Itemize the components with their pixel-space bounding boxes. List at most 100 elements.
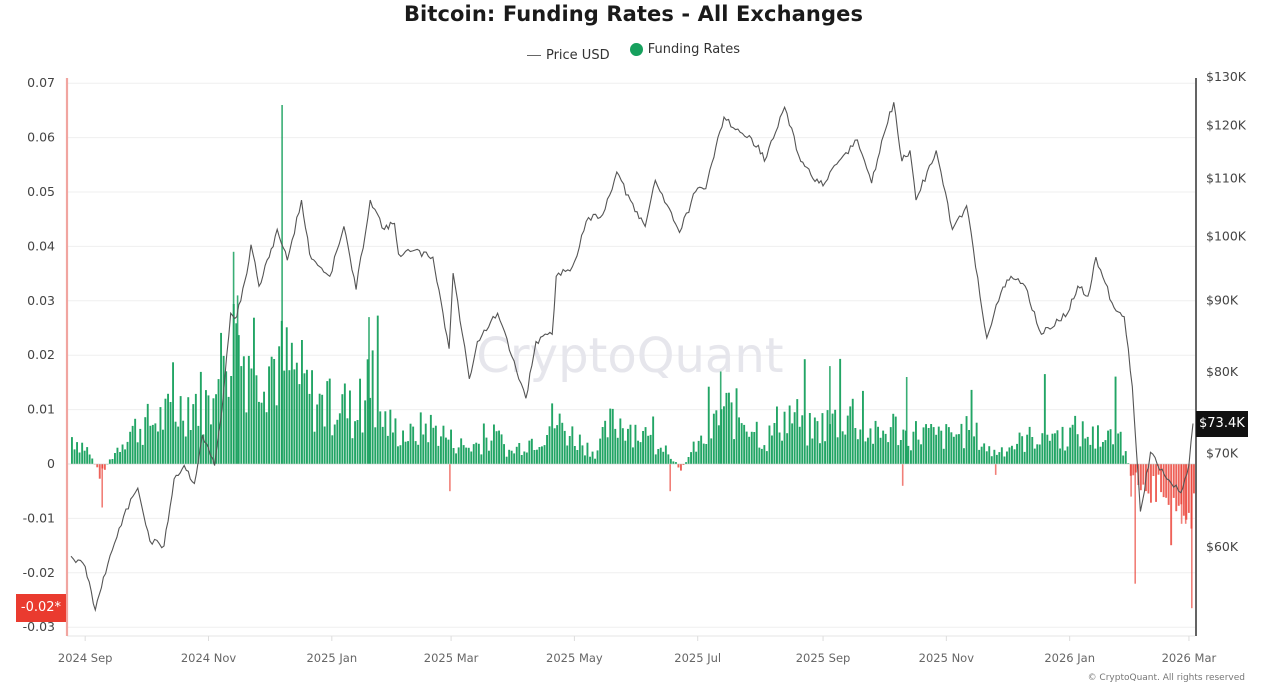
funding-bar <box>1074 415 1077 464</box>
funding-bar <box>1102 442 1104 464</box>
funding-bar <box>1099 446 1102 464</box>
funding-bar <box>571 426 574 464</box>
funding-bar <box>596 450 599 464</box>
funding-bar <box>1172 464 1175 498</box>
funding-bar <box>1160 464 1162 493</box>
x-axis-tick: 2024 Sep <box>58 651 113 665</box>
funding-bar <box>528 440 531 464</box>
funding-bar <box>548 426 551 464</box>
left-axis-tick: 0.05 <box>27 184 55 199</box>
x-axis-tick: 2025 May <box>546 651 603 665</box>
funding-bar <box>710 438 713 464</box>
funding-bar <box>225 371 228 464</box>
funding-bar <box>1177 464 1180 506</box>
funding-bar <box>1112 444 1114 464</box>
funding-bar <box>78 452 81 464</box>
right-axis-tick: $80K <box>1206 364 1239 379</box>
funding-bar <box>654 454 657 464</box>
funding-bar <box>1031 437 1034 464</box>
funding-bar <box>250 368 253 464</box>
funding-bar <box>485 437 488 464</box>
funding-bar <box>124 449 126 464</box>
funding-bar <box>1117 433 1120 464</box>
funding-bar <box>270 356 273 464</box>
funding-bar <box>831 413 834 464</box>
funding-bar <box>879 437 882 464</box>
funding-bar <box>563 430 566 464</box>
funding-bar <box>745 431 748 464</box>
current-funding-badge: -0.02* <box>16 594 66 622</box>
funding-bar <box>937 426 940 464</box>
funding-bar <box>1152 464 1155 476</box>
funding-bar <box>1086 436 1089 464</box>
funding-bar <box>407 441 409 464</box>
funding-bar <box>1013 449 1016 464</box>
funding-bar <box>1008 447 1011 464</box>
funding-bar <box>1127 463 1130 464</box>
funding-bar <box>1104 440 1107 464</box>
funding-bar <box>768 425 771 464</box>
funding-bar <box>717 425 720 464</box>
line-swatch-icon <box>526 54 541 56</box>
funding-bar <box>392 432 394 464</box>
right-axis-tick: $120K <box>1206 118 1247 133</box>
funding-bar <box>222 355 225 464</box>
funding-bar <box>389 409 392 464</box>
funding-bar <box>308 393 311 464</box>
left-axis-tick: 0.02 <box>27 347 55 362</box>
funding-bar <box>1064 450 1066 464</box>
copyright-notice: © CryptoQuant. All rights reserved <box>1087 673 1245 683</box>
funding-bar <box>260 402 263 464</box>
x-axis-tick: 2024 Nov <box>181 651 237 665</box>
funding-bar <box>498 430 500 464</box>
funding-bar <box>669 458 672 464</box>
funding-bar <box>922 427 925 464</box>
funding-bar <box>429 414 432 464</box>
left-axis-tick: -0.03 <box>23 619 55 634</box>
funding-bar <box>212 398 215 464</box>
funding-bar <box>1142 464 1145 485</box>
left-axis-tick: 0.04 <box>27 238 55 253</box>
funding-bar <box>417 444 420 464</box>
funding-bar <box>215 394 217 464</box>
funding-bar <box>285 327 288 464</box>
funding-bar <box>958 434 960 464</box>
funding-bar <box>695 451 698 464</box>
funding-bar <box>627 428 629 464</box>
funding-bar <box>862 390 864 464</box>
funding-bar <box>536 449 538 464</box>
funding-bar <box>682 464 685 465</box>
funding-bar <box>351 438 354 464</box>
legend-item-funding[interactable]: Funding Rates <box>629 42 740 57</box>
funding-bar <box>169 402 172 464</box>
funding-bar <box>386 435 389 464</box>
funding-bar <box>750 431 753 464</box>
funding-bar <box>950 432 953 464</box>
funding-bar <box>530 438 533 464</box>
funding-bar <box>578 434 581 464</box>
funding-bar <box>505 456 508 464</box>
funding-bar <box>1182 464 1185 516</box>
funding-bar <box>1048 440 1051 464</box>
funding-bar <box>995 454 998 464</box>
funding-bar <box>1162 464 1165 498</box>
funding-bar <box>331 435 334 464</box>
funding-bar <box>445 437 447 464</box>
funding-bar <box>760 448 763 464</box>
funding-bar <box>851 398 854 464</box>
legend-item-price[interactable]: Price USD <box>526 48 610 63</box>
funding-bar <box>409 423 412 464</box>
funding-bar <box>374 427 377 464</box>
funding-bar <box>397 446 399 464</box>
funding-bar <box>275 405 278 464</box>
funding-bar <box>1109 429 1112 464</box>
funding-bar <box>755 421 758 464</box>
funding-bar <box>541 446 543 464</box>
funding-bar <box>1139 464 1142 491</box>
funding-bar <box>202 434 205 464</box>
funding-spike-bar <box>905 377 908 464</box>
funding-bar <box>164 398 167 464</box>
funding-bar <box>1071 424 1074 464</box>
watermark-text: CryptoQuant <box>476 328 783 384</box>
